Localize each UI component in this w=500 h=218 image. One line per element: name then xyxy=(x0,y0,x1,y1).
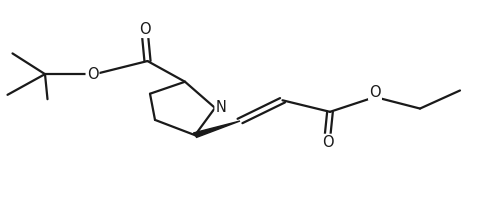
Polygon shape xyxy=(194,121,240,137)
Text: N: N xyxy=(216,100,226,115)
Text: O: O xyxy=(322,135,334,150)
Text: O: O xyxy=(139,22,151,37)
Text: O: O xyxy=(369,85,381,100)
Text: O: O xyxy=(86,67,99,82)
